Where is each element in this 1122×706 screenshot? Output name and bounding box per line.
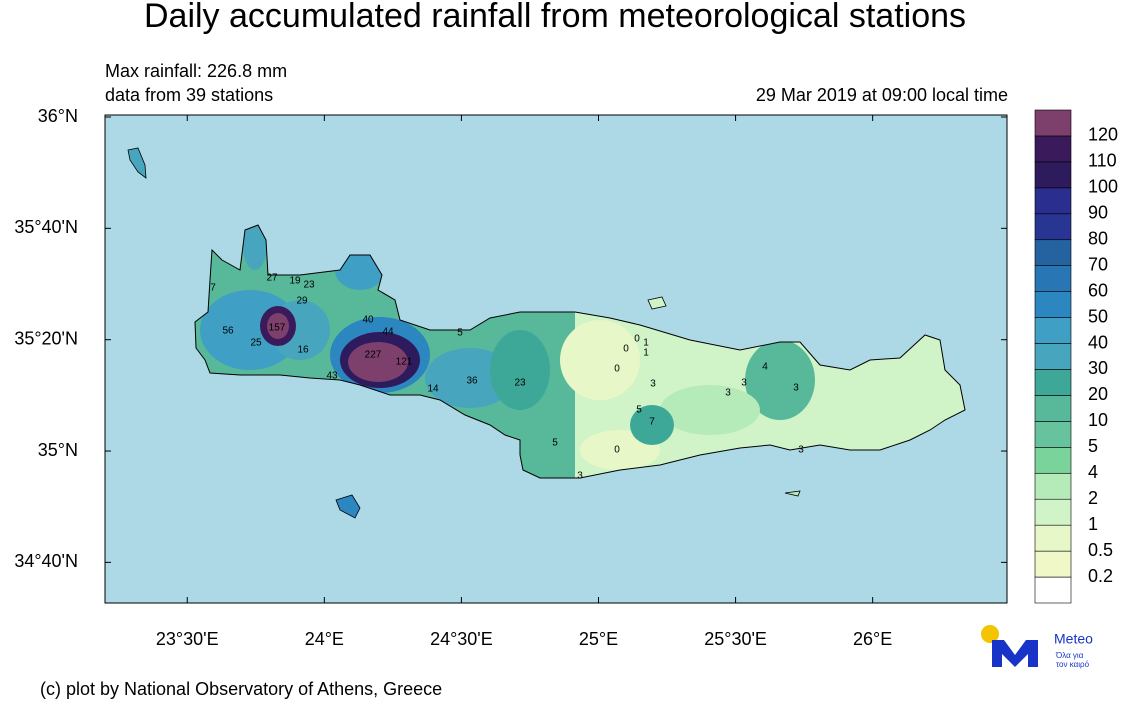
colorbar-box: [1034, 524, 1072, 552]
colorbar-box: [1034, 447, 1072, 474]
max-rainfall: Max rainfall: 226.8 mm: [105, 61, 287, 81]
station-value: 157: [269, 323, 286, 334]
x-tick-label: 24°E: [305, 629, 344, 649]
colorbar-box: [1034, 369, 1072, 396]
colorbar-label: 120: [1088, 125, 1118, 145]
colorbar-label: 0.2: [1088, 566, 1113, 586]
colorbar-box: [1034, 239, 1072, 266]
colorbar-label: 10: [1088, 410, 1108, 430]
colorbar-box: [1034, 550, 1072, 578]
logo: Meteo Όλα για τον καιρό: [981, 625, 1093, 669]
station-value: 0: [614, 364, 620, 375]
colorbar-label: 70: [1088, 254, 1108, 274]
station-value: 3: [577, 471, 583, 482]
colorbar: 0.2 0.5 1 2 4 5 10 20 30 40 50 60 70 80 90 100 110 120: [1034, 109, 1118, 604]
colorbar-label: 2: [1088, 488, 1098, 508]
y-tick-label: 35°N: [38, 440, 78, 460]
station-value: 7: [649, 417, 655, 428]
station-value: 16: [297, 345, 309, 356]
station-value: 27: [266, 273, 278, 284]
colorbar-label: 110: [1088, 151, 1117, 171]
logo-tagline: Όλα για: [1055, 651, 1084, 660]
x-tick-label: 25°30'E: [704, 629, 767, 649]
y-tick-label: 36°N: [38, 106, 78, 126]
station-value: 19: [289, 276, 301, 287]
colorbar-box: [1034, 291, 1072, 318]
colorbar-box: [1034, 421, 1072, 448]
station-value: 3: [798, 445, 804, 456]
colorbar-label: 1: [1088, 514, 1098, 534]
station-value: 29: [296, 296, 308, 307]
x-tick-label: 23°30'E: [156, 629, 219, 649]
colorbar-label: 90: [1088, 203, 1108, 223]
station-value: 3: [741, 378, 747, 389]
colorbar-label: 80: [1088, 228, 1108, 248]
colorbar-box: [1034, 576, 1072, 604]
station-value: 43: [326, 371, 338, 382]
station-value: 5: [552, 438, 558, 449]
station-value: 0: [614, 445, 620, 456]
colorbar-label: 4: [1088, 462, 1098, 482]
colorbar-label: 30: [1088, 358, 1108, 378]
colorbar-label: 40: [1088, 332, 1108, 352]
station-value: 23: [514, 378, 526, 389]
station-value: 3: [650, 379, 656, 390]
station-value: 3: [725, 388, 731, 399]
station-value: 44: [382, 327, 394, 338]
logo-tagline: τον καιρό: [1056, 660, 1090, 669]
station-value: 1: [643, 348, 649, 359]
y-tick-label: 35°40'N: [14, 217, 78, 237]
station-value: 56: [222, 326, 234, 337]
timestamp: 29 Mar 2019 at 09:00 local time: [756, 85, 1008, 105]
station-value: 40: [362, 315, 374, 326]
y-tick-label: 34°40'N: [14, 551, 78, 571]
colorbar-box: [1034, 317, 1072, 344]
station-value: 7: [210, 283, 216, 294]
colorbar-box: [1034, 109, 1072, 137]
colorbar-box: [1034, 265, 1072, 292]
x-tick-label: 25°E: [579, 629, 618, 649]
colorbar-label: 60: [1088, 280, 1108, 300]
colorbar-label: 20: [1088, 384, 1108, 404]
footer: (c) plot by National Observatory of Athe…: [40, 679, 442, 699]
colorbar-box: [1034, 472, 1072, 500]
colorbar-box: [1034, 213, 1072, 241]
x-tick-label: 26°E: [853, 629, 892, 649]
station-value: 14: [427, 384, 439, 395]
colorbar-box: [1034, 187, 1072, 215]
x-tick-label: 24°30'E: [430, 629, 493, 649]
colorbar-box: [1034, 498, 1072, 526]
station-value: 0: [634, 334, 640, 345]
station-value: 5: [636, 405, 642, 416]
station-value: 0: [623, 344, 629, 355]
colorbar-label: 0.5: [1088, 540, 1113, 560]
colorbar-label: 50: [1088, 306, 1108, 326]
coastline: [194, 224, 966, 479]
station-value: 36: [466, 376, 478, 387]
colorbar-box: [1034, 343, 1072, 370]
logo-name: Meteo: [1054, 631, 1093, 647]
station-value: 1: [643, 338, 649, 349]
axes: 23°30'E 24°E 24°30'E 25°E 25°30'E 26°E 36°N 35°…: [14, 106, 1007, 649]
station-value: 227: [365, 350, 382, 361]
colorbar-label: 5: [1088, 436, 1098, 456]
station-value: 4: [762, 362, 768, 373]
y-tick-label: 35°20'N: [14, 328, 78, 348]
colorbar-box: [1034, 161, 1072, 189]
islands: [127, 147, 801, 519]
colorbar-label: 100: [1088, 177, 1118, 197]
station-value: 121: [396, 357, 413, 368]
station-value: 23: [303, 280, 315, 291]
station-value: 25: [250, 338, 262, 349]
colorbar-box: [1034, 135, 1072, 163]
colorbar-box: [1034, 395, 1072, 422]
station-value: 5: [457, 328, 463, 339]
station-count: data from 39 stations: [105, 85, 273, 105]
station-value: 3: [793, 383, 799, 394]
title: Daily accumulated rainfall from meteorol…: [144, 0, 966, 35]
